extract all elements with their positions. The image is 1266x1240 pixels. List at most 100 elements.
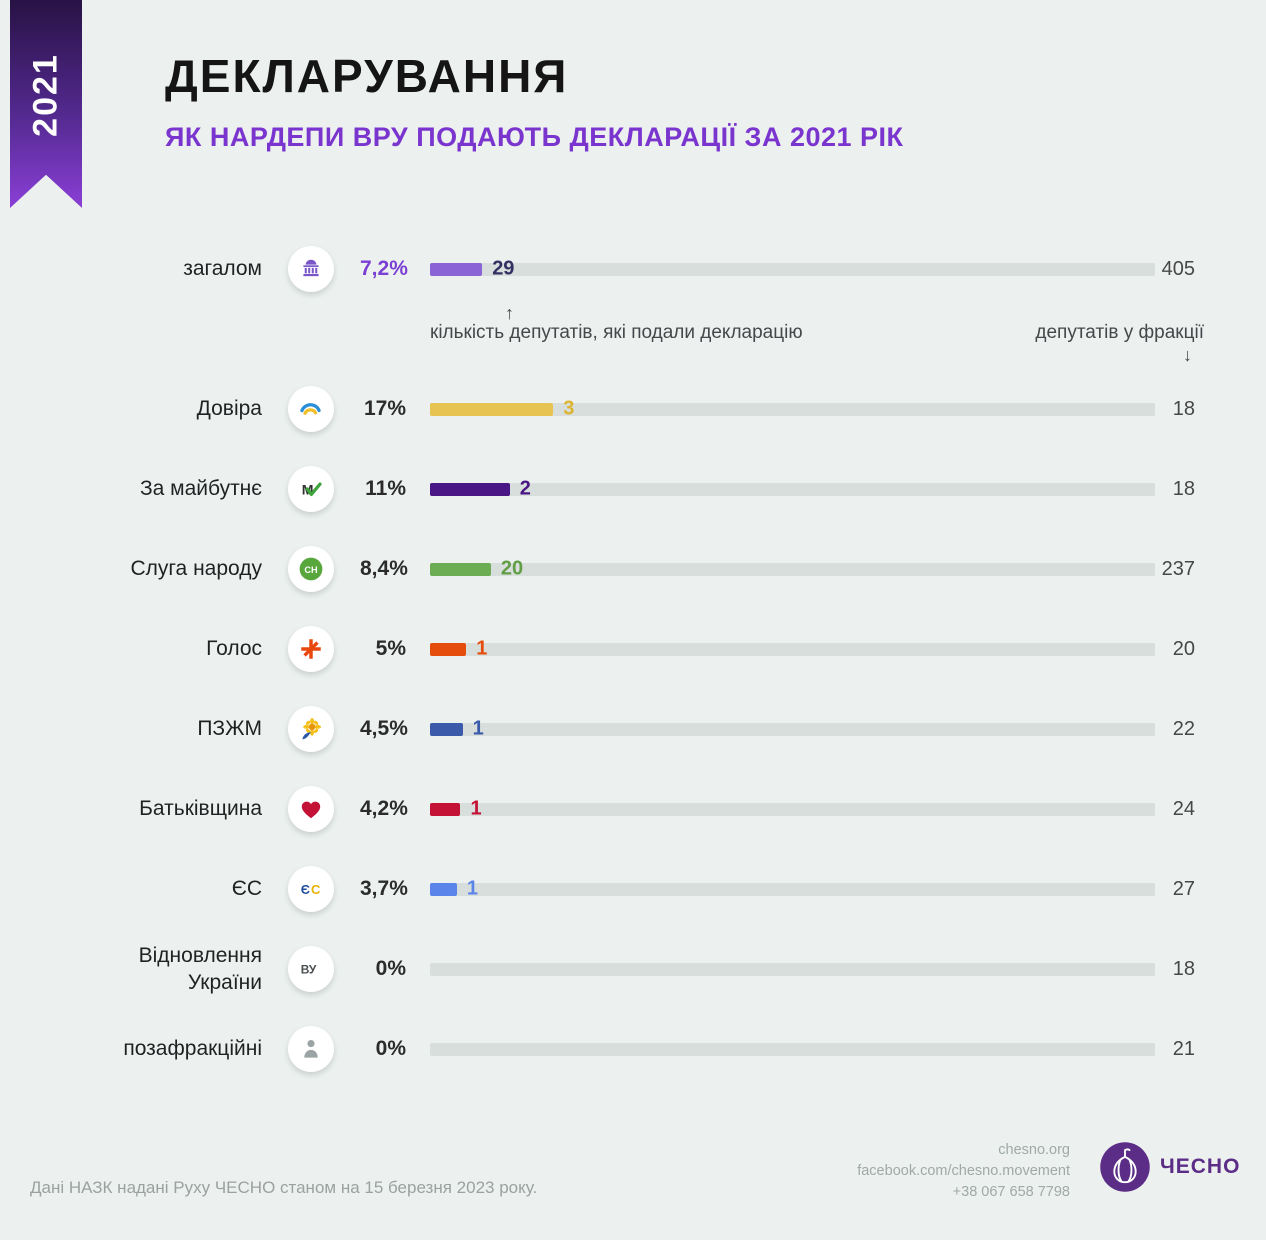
submitted-count: 1 — [470, 797, 482, 820]
bar-fill — [430, 642, 467, 656]
holos-flower-icon — [288, 626, 334, 672]
facebook-link: facebook.com/chesno.movement — [857, 1163, 1070, 1179]
chart-row: За майбутнє М 11% 2 18 — [0, 449, 1266, 529]
percent-label: 5% — [375, 637, 406, 660]
percent-label: 4,2% — [360, 797, 408, 820]
fraction-total: 237 — [1161, 557, 1195, 580]
chart-row: Довіра 17% 3 18 — [0, 369, 1266, 449]
arrow-up-icon: ↑ — [505, 303, 514, 323]
fraction-label: загалом — [183, 257, 262, 281]
bar-track — [430, 642, 1155, 656]
percent-label: 17% — [363, 397, 406, 420]
fraction-label: За майбутнє — [139, 477, 262, 501]
bar-track — [430, 962, 1155, 976]
submitted-count: 1 — [466, 877, 478, 900]
fraction-label: Слуга народу — [130, 557, 262, 581]
parliament-icon — [288, 246, 334, 292]
source-note: Дані НАЗК надані Руху ЧЕСНО станом на 15… — [30, 1178, 538, 1197]
heart-icon — [288, 786, 334, 832]
fraction-label: Голос — [206, 637, 262, 661]
fraction-label: позафракційні — [123, 1037, 262, 1061]
fraction-label: Довіра — [196, 397, 262, 421]
fraction-label: ПЗЖМ — [197, 717, 262, 741]
chart-row: ПЗЖМ 4,5% 1 22 — [0, 689, 1266, 769]
bar-track — [430, 482, 1155, 496]
fraction-label: Відновлення України — [138, 943, 262, 994]
sunflower-icon — [288, 706, 334, 752]
fraction-total: 27 — [1172, 877, 1195, 900]
svg-text:ВУ: ВУ — [301, 962, 317, 976]
check-m-icon: М — [288, 466, 334, 512]
logo-wordmark: ЧЕСНО — [1160, 1155, 1241, 1178]
bar-track — [430, 1042, 1155, 1056]
ribbon-year-label: 2021 — [26, 53, 65, 137]
arrow-down-icon: ↓ — [1183, 345, 1192, 365]
bar-track — [430, 262, 1155, 276]
fraction-label: Батьківщина — [139, 797, 262, 821]
chart-row: позафракційні 0% 21 — [0, 1009, 1266, 1089]
header: ДЕКЛАРУВАННЯ ЯК НАРДЕПИ ВРУ ПОДАЮТЬ ДЕКЛ… — [165, 52, 904, 153]
bar-track — [430, 562, 1155, 576]
fraction-total: 18 — [1172, 397, 1195, 420]
svg-text:Є: Є — [301, 882, 310, 897]
fraction-label: ЄС — [231, 877, 262, 901]
submitted-count: 3 — [563, 397, 575, 420]
declaration-chart: загалом 7,2% 29 405 ↑ кількість депутаті… — [0, 229, 1266, 1089]
chesno-logo: ЧЕСНО — [1098, 1140, 1240, 1194]
garlic-icon — [1100, 1142, 1150, 1192]
rainbow-arc-icon — [288, 386, 334, 432]
fraction-total: 405 — [1161, 257, 1195, 280]
fraction-total: 24 — [1172, 797, 1195, 820]
fraction-size-axis-label: депутатів у фракції — [1035, 322, 1204, 343]
chart-row: загалом 7,2% 29 405 — [0, 229, 1266, 309]
website-link: chesno.org — [998, 1142, 1070, 1158]
submitted-axis-label: кількість депутатів, які подали декларац… — [430, 322, 803, 343]
bar-track — [430, 402, 1155, 416]
fraction-total: 18 — [1172, 957, 1195, 980]
bar-track — [430, 722, 1155, 736]
page-title: ДЕКЛАРУВАННЯ — [165, 50, 569, 102]
percent-label: 8,4% — [360, 557, 408, 580]
percent-label: 7,2% — [360, 257, 408, 280]
percent-label: 11% — [365, 477, 406, 500]
submitted-count: 29 — [492, 257, 515, 280]
person-icon — [288, 1026, 334, 1072]
year-ribbon: 2021 — [10, 0, 82, 208]
svg-text:СН: СН — [304, 565, 318, 575]
submitted-count: 1 — [476, 637, 488, 660]
bar-fill — [430, 802, 461, 816]
percent-label: 3,7% — [360, 877, 408, 900]
rows-host: Довіра 17% 3 18 За майбутнє М 11% 2 18 С… — [0, 369, 1266, 1089]
chart-row: Батьківщина 4,2% 1 24 — [0, 769, 1266, 849]
bar-track — [430, 882, 1155, 896]
submitted-count: 20 — [500, 557, 524, 580]
submitted-count: 2 — [519, 477, 531, 500]
chart-row: Слуга народу СН 8,4% 20 237 — [0, 529, 1266, 609]
submitted-count: 1 — [472, 717, 484, 740]
chart-row: Відновлення України ВУ 0% 18 — [0, 929, 1266, 1009]
fraction-total: 18 — [1172, 477, 1195, 500]
chart-row: Голос 5% 1 20 — [0, 609, 1266, 689]
phone-number: +38 067 658 7798 — [952, 1184, 1070, 1200]
vu-monogram-icon: ВУ — [288, 946, 334, 992]
bar-fill — [430, 482, 510, 496]
percent-label: 0% — [375, 1037, 406, 1060]
sn-badge-icon: СН — [288, 546, 334, 592]
bar-fill — [430, 722, 463, 736]
bar-fill — [430, 402, 554, 416]
axis-annotations: ↑ кількість депутатів, які подали деклар… — [0, 303, 1266, 369]
percent-label: 4,5% — [360, 717, 408, 740]
bar-fill — [430, 882, 457, 896]
bar-fill — [430, 562, 491, 576]
bar-track — [430, 802, 1155, 816]
fraction-total: 20 — [1172, 637, 1195, 660]
contact-block: chesno.org facebook.com/chesno.movement … — [857, 1140, 1070, 1203]
fraction-total: 21 — [1172, 1037, 1195, 1060]
percent-label: 0% — [375, 957, 406, 980]
first-row-host: загалом 7,2% 29 405 — [0, 229, 1266, 309]
page-subtitle: ЯК НАРДЕПИ ВРУ ПОДАЮТЬ ДЕКЛАРАЦІЇ ЗА 202… — [165, 122, 904, 153]
bar-fill — [430, 262, 483, 276]
